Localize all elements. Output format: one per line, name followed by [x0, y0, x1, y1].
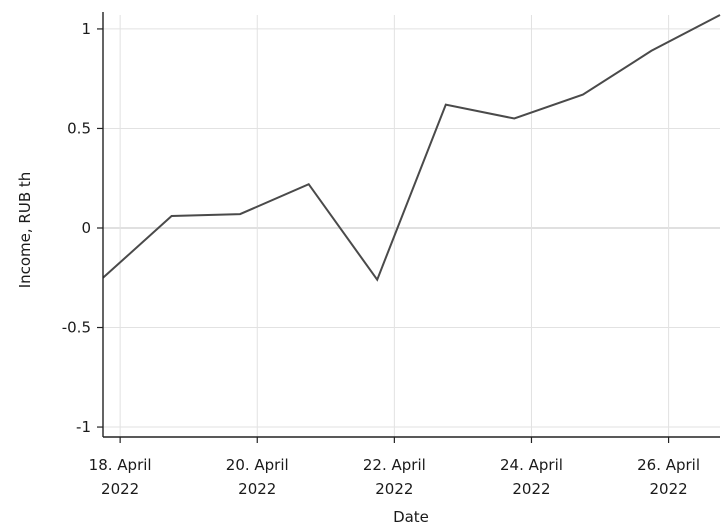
tick-labels: 1 0.5 0 -0.5 -1 18. April 2022 20. April 2022 22.…: [62, 20, 700, 498]
y-axis-label: Income, RUB th: [16, 172, 34, 289]
x-tick-label-year: 2022: [512, 480, 550, 498]
y-tick-label: 1: [81, 20, 91, 38]
x-tick-label-date: 24. April: [500, 456, 563, 474]
x-tick-label-date: 20. April: [226, 456, 289, 474]
plot-area: [102, 14, 721, 282]
series-line: [102, 14, 721, 282]
x-axis-label: Date: [393, 508, 429, 526]
x-tick-label-year: 2022: [238, 480, 276, 498]
y-tick-label: -1: [76, 418, 91, 436]
y-tick-label: -0.5: [62, 319, 91, 337]
x-tick-label-date: 22. April: [363, 456, 426, 474]
x-tick-label-year: 2022: [375, 480, 413, 498]
x-tick-label-year: 2022: [101, 480, 139, 498]
x-tick-label-year: 2022: [649, 480, 687, 498]
grid-lines: [103, 15, 720, 437]
x-tick-label-date: 26. April: [637, 456, 700, 474]
x-tick-label-date: 18. April: [89, 456, 152, 474]
axes: [97, 12, 720, 443]
y-tick-label: 0: [81, 219, 91, 237]
y-tick-label: 0.5: [67, 119, 91, 137]
